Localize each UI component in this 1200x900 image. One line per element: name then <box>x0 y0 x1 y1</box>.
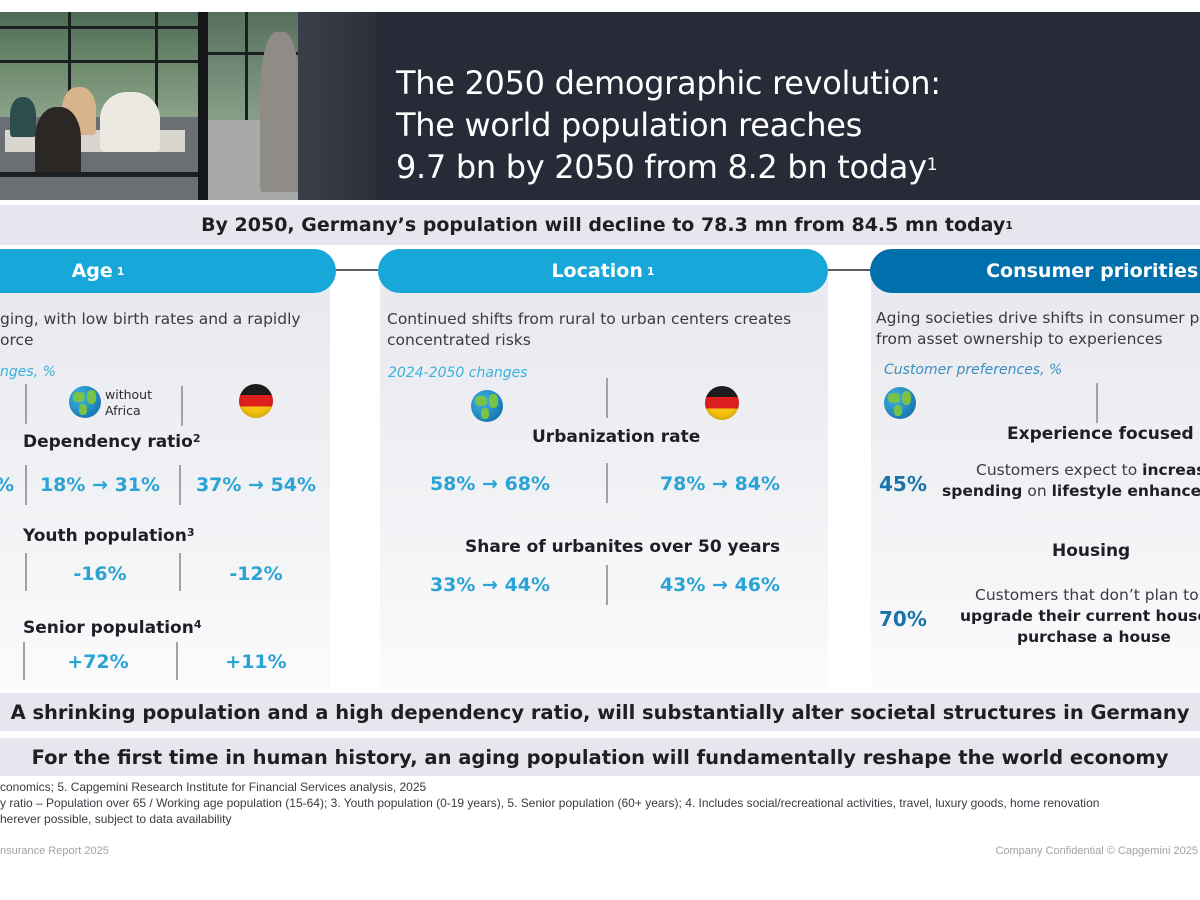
senior-population-world: +72% <box>67 651 129 673</box>
divider <box>176 642 178 680</box>
germany-flag-icon <box>705 386 739 420</box>
title-line-2: The world population reaches <box>396 106 863 144</box>
divider <box>25 384 27 424</box>
germany-banner-footnote: 1 <box>1005 218 1013 232</box>
germany-banner: By 2050, Germany’s population will decli… <box>0 205 1200 245</box>
experience-focused-label: Experience focused <box>1007 424 1194 444</box>
age-description: ging, with low birth rates and a rapidly… <box>0 309 301 351</box>
dependency-ratio-world: % <box>0 474 14 496</box>
page-title: The 2050 demographic revolution: The wor… <box>396 62 941 188</box>
dependency-ratio-label: Dependency ratio2 <box>23 432 201 452</box>
location-column <box>380 278 828 688</box>
housing-value: 70% <box>879 607 927 631</box>
age-description-line: ging, with low birth rates and a rapidly <box>0 310 301 328</box>
urbanites-over-50-world: 33% → 44% <box>429 574 551 596</box>
divider <box>606 463 608 503</box>
dependency-ratio-germany: 37% → 54% <box>195 474 317 496</box>
divider <box>179 553 181 591</box>
divider <box>179 465 181 505</box>
note-line: without <box>105 387 152 402</box>
globe-icon <box>884 387 916 419</box>
divider <box>25 553 27 591</box>
consumer-description: Aging societies drive shifts in consumer… <box>876 308 1199 350</box>
location-title-footnote: 1 <box>646 264 655 278</box>
consumer-description-line: from asset ownership to experiences <box>876 330 1163 348</box>
senior-population-germany: +11% <box>225 651 287 673</box>
germany-flag-icon <box>239 384 273 418</box>
header-photo <box>0 12 376 200</box>
consumer-column <box>871 278 1200 688</box>
housing-label: Housing <box>1052 541 1131 561</box>
divider <box>25 465 27 505</box>
connector-line <box>828 269 870 271</box>
age-title: Age <box>71 260 113 282</box>
globe-icon <box>471 390 503 422</box>
globe-icon <box>69 386 101 418</box>
divider <box>1096 383 1098 423</box>
youth-population-label: Youth population3 <box>23 526 195 546</box>
youth-population-world: -16% <box>73 563 127 585</box>
urbanization-rate-label: Urbanization rate <box>532 427 701 447</box>
age-column <box>0 278 330 688</box>
age-description-line: orce <box>0 331 34 349</box>
takeaway-world: For the first time in human history, an … <box>0 738 1200 776</box>
location-subhead: 2024-2050 changes <box>388 365 528 381</box>
divider <box>181 386 183 426</box>
location-title: Location <box>551 260 643 282</box>
divider <box>23 642 25 680</box>
title-line-3: 9.7 bn by 2050 from 8.2 bn today1 <box>396 148 938 186</box>
urbanites-over-50-label: Share of urbanites over 50 years <box>465 537 781 557</box>
note-line: Africa <box>105 403 141 418</box>
footnote-availability: herever possible, subject to data availa… <box>0 812 232 826</box>
world-without-africa-note: without Africa <box>105 387 152 419</box>
consumer-title: Consumer priorities <box>986 260 1199 282</box>
consumer-header-pill: Consumer priorities5 <box>870 249 1200 293</box>
location-description: Continued shifts from rural to urban cen… <box>387 309 791 351</box>
takeaway-germany: A shrinking population and a high depend… <box>0 693 1200 731</box>
urbanization-rate-world: 58% → 68% <box>429 473 551 495</box>
age-header-pill: Age 1 <box>0 249 336 293</box>
header-banner: The 2050 demographic revolution: The wor… <box>0 12 1200 200</box>
experience-focused-text: Customers expect to increas spending on … <box>942 461 1200 500</box>
germany-banner-text: By 2050, Germany’s population will decli… <box>201 214 1006 236</box>
connector-line <box>336 269 378 271</box>
senior-population-label: Senior population4 <box>23 618 202 638</box>
footnote-definitions: y ratio – Population over 65 / Working a… <box>0 796 1100 810</box>
age-title-footnote: 1 <box>116 264 125 278</box>
title-footnote: 1 <box>926 155 938 175</box>
footer-report-name: nsurance Report 2025 <box>0 845 109 857</box>
experience-focused-value: 45% <box>879 472 927 496</box>
title-line-1: The 2050 demographic revolution: <box>396 64 941 102</box>
location-description-line: Continued shifts from rural to urban cen… <box>387 310 792 328</box>
housing-text: Customers that don’t plan to upgrade the… <box>960 586 1200 646</box>
consumer-description-line: Aging societies drive shifts in consumer… <box>876 309 1200 327</box>
age-subhead: nges, % <box>0 364 56 380</box>
youth-population-germany: -12% <box>229 563 283 585</box>
urbanites-over-50-germany: 43% → 46% <box>659 574 781 596</box>
location-header-pill: Location 1 <box>378 249 828 293</box>
footer-confidential: Company Confidential © Capgemini 2025 <box>995 845 1198 857</box>
footnote-sources: conomics; 5. Capgemini Research Institut… <box>0 780 427 794</box>
urbanization-rate-germany: 78% → 84% <box>659 473 781 495</box>
location-description-line: concentrated risks <box>387 331 531 349</box>
dependency-ratio-world-ex-africa: 18% → 31% <box>39 474 161 496</box>
divider <box>606 565 608 605</box>
divider <box>606 378 608 418</box>
consumer-subhead: Customer preferences, % <box>884 362 1063 378</box>
